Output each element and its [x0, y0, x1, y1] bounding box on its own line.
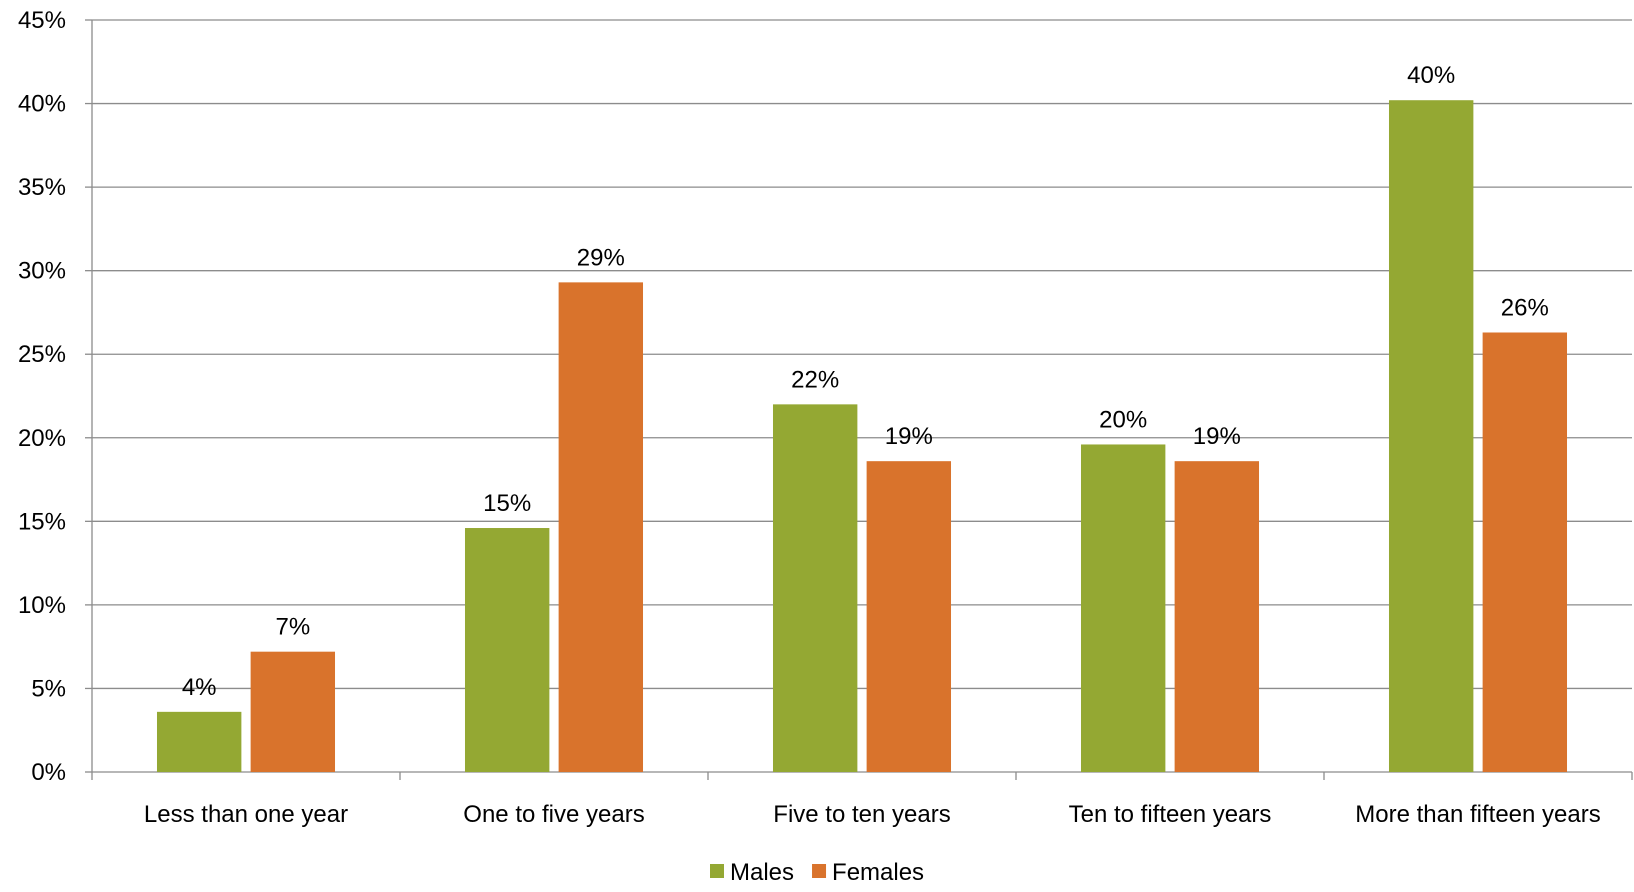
- legend-label: Males: [730, 859, 794, 886]
- data-label: 40%: [1407, 62, 1455, 89]
- legend-label: Females: [832, 859, 924, 886]
- data-label: 19%: [1193, 423, 1241, 450]
- bar-males: [1388, 100, 1474, 773]
- data-label: 4%: [182, 674, 217, 701]
- bar-males: [772, 404, 858, 772]
- bar-females: [558, 282, 644, 772]
- y-tick-label: 0%: [31, 759, 66, 786]
- legend: Males Females: [710, 859, 924, 886]
- bar-males: [156, 711, 242, 772]
- bar-females: [1174, 461, 1260, 772]
- bar-males: [464, 528, 550, 772]
- x-axis: Less than one year One to five years Five …: [91, 771, 1633, 828]
- x-category-label: One to five years: [463, 801, 644, 828]
- data-labels: 4% 15% 22% 20% 40% 7% 29% 19% 19% 26%: [182, 62, 1549, 701]
- y-tick-label: 15%: [18, 508, 66, 535]
- bar-females: [866, 461, 952, 772]
- legend-swatch-females: [812, 864, 827, 878]
- y-tick-label: 20%: [18, 425, 66, 452]
- y-tick-label: 40%: [18, 91, 66, 118]
- y-tick-label: 30%: [18, 258, 66, 285]
- y-tick-label: 45%: [18, 7, 66, 34]
- legend-swatch-males: [710, 864, 724, 878]
- y-tick-label: 35%: [18, 174, 66, 201]
- y-tick-label: 10%: [18, 592, 66, 619]
- data-label: 29%: [577, 244, 625, 271]
- bar-females: [250, 651, 336, 772]
- bar-females: [1482, 332, 1568, 772]
- data-label: 20%: [1099, 406, 1147, 433]
- x-category-label: Ten to fifteen years: [1069, 801, 1272, 828]
- data-label: 26%: [1501, 294, 1549, 321]
- data-label: 15%: [483, 490, 531, 517]
- bar-males: [1080, 444, 1166, 772]
- y-tick-label: 5%: [31, 675, 66, 702]
- y-tick-label: 25%: [18, 341, 66, 368]
- x-category-label: More than fifteen years: [1355, 801, 1600, 828]
- data-label: 19%: [885, 423, 933, 450]
- x-category-label: Less than one year: [144, 801, 348, 828]
- gridlines: [92, 19, 1632, 690]
- data-label: 7%: [275, 614, 310, 641]
- x-category-label: Five to ten years: [773, 801, 950, 828]
- bars: [156, 100, 1568, 773]
- y-axis: 0% 5% 10% 15% 20% 25% 30% 35% 40% 45%: [18, 7, 93, 786]
- data-label: 22%: [791, 366, 839, 393]
